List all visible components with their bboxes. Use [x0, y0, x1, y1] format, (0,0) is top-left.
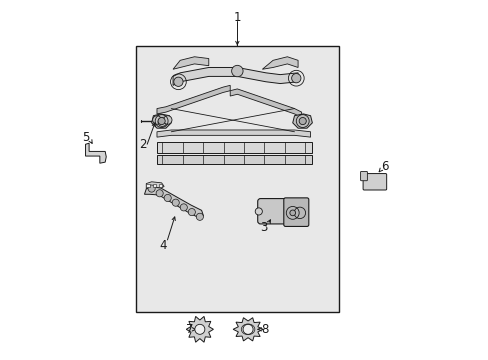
Circle shape: [158, 118, 166, 126]
Polygon shape: [292, 114, 312, 128]
Bar: [135, 46, 339, 312]
Text: 7: 7: [186, 323, 194, 336]
Text: 1: 1: [233, 11, 241, 24]
Circle shape: [148, 185, 155, 192]
Circle shape: [152, 116, 161, 124]
Polygon shape: [173, 57, 208, 69]
Text: 8: 8: [261, 323, 268, 336]
Circle shape: [158, 117, 165, 125]
Polygon shape: [85, 143, 106, 163]
Text: 6: 6: [380, 160, 388, 173]
Bar: [157, 155, 312, 164]
Polygon shape: [262, 57, 298, 69]
Polygon shape: [233, 318, 263, 341]
Circle shape: [289, 210, 295, 216]
Circle shape: [255, 208, 262, 215]
Circle shape: [299, 117, 305, 125]
Polygon shape: [186, 316, 213, 342]
Circle shape: [291, 73, 300, 83]
Circle shape: [196, 213, 203, 220]
Bar: [146, 184, 149, 187]
Text: 2: 2: [139, 138, 146, 151]
Polygon shape: [173, 67, 298, 85]
Polygon shape: [230, 89, 301, 117]
Circle shape: [188, 208, 195, 216]
Circle shape: [163, 116, 172, 124]
Text: 3: 3: [260, 221, 267, 234]
FancyBboxPatch shape: [363, 174, 386, 190]
Polygon shape: [157, 130, 310, 137]
Text: 4: 4: [159, 239, 166, 252]
Circle shape: [173, 77, 183, 86]
Bar: [152, 184, 156, 187]
Polygon shape: [151, 114, 171, 128]
Circle shape: [180, 204, 187, 211]
Circle shape: [194, 324, 204, 334]
FancyBboxPatch shape: [257, 199, 293, 224]
FancyBboxPatch shape: [283, 198, 308, 226]
FancyBboxPatch shape: [360, 171, 366, 181]
Polygon shape: [146, 182, 164, 189]
Bar: [157, 143, 312, 153]
Polygon shape: [157, 85, 230, 114]
Text: 5: 5: [81, 131, 89, 144]
Circle shape: [156, 190, 163, 197]
Circle shape: [164, 194, 171, 202]
Circle shape: [172, 199, 179, 206]
Circle shape: [243, 324, 253, 334]
Bar: [159, 184, 162, 187]
Circle shape: [231, 65, 243, 77]
Polygon shape: [144, 187, 203, 218]
